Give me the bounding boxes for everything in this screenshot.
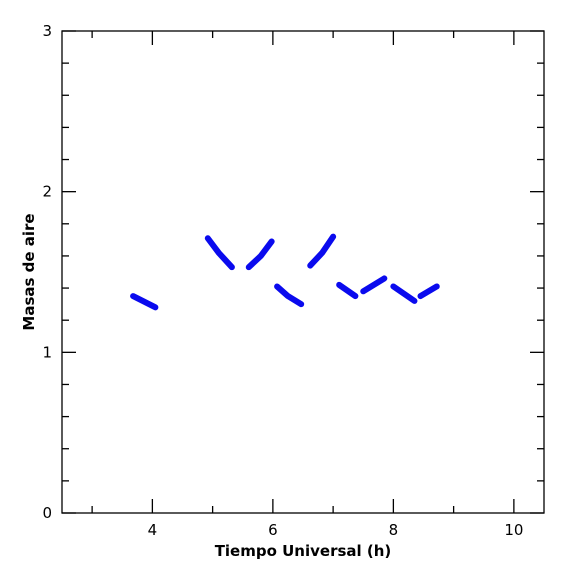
series-segment-4 (274, 283, 305, 308)
series-segment-7 (360, 275, 388, 295)
y-tick-label: 2 (42, 183, 52, 201)
series-group (130, 233, 440, 311)
series-segment-2 (204, 235, 235, 271)
series-segment-1 (130, 293, 159, 311)
x-tick-label: 10 (504, 521, 523, 539)
series-segment-9 (417, 283, 440, 300)
series-segment-8 (390, 283, 418, 304)
x-axis-label: Tiempo Universal (h) (215, 542, 392, 560)
x-tick-label: 4 (148, 521, 158, 539)
series-segment-6 (336, 281, 359, 300)
series-segment-3 (245, 238, 275, 271)
x-tick-label: 8 (389, 521, 399, 539)
y-tick-label: 1 (42, 343, 52, 361)
y-tick-label: 0 (42, 504, 52, 522)
axis-ticks (62, 30, 544, 514)
y-axis-label: Masas de aire (20, 213, 38, 330)
series-segment-5 (307, 233, 337, 269)
tick-labels: 4 6 8 10 0 1 2 3 (42, 22, 523, 539)
y-tick-label: 3 (42, 22, 52, 40)
x-tick-label: 6 (268, 521, 278, 539)
plot-frame (61, 30, 545, 514)
